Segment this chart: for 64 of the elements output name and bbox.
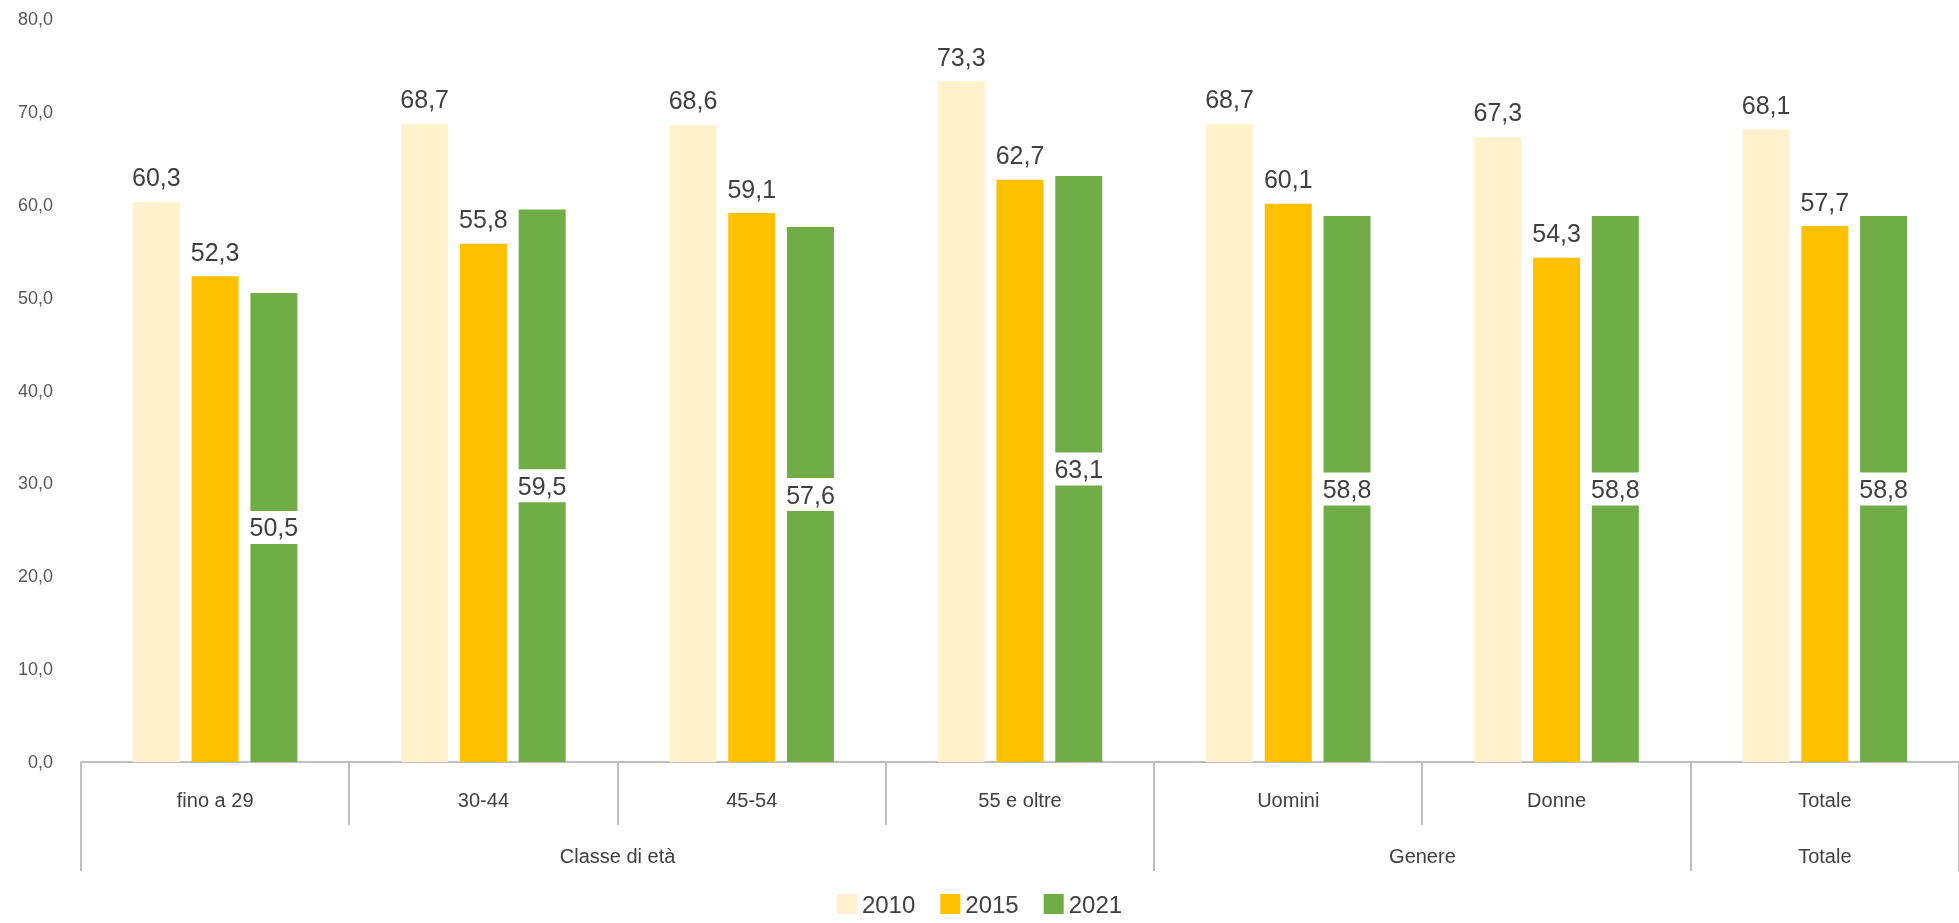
data-label: 67,3 [1473, 98, 1523, 127]
bar [937, 81, 985, 762]
data-label: 57,6 [786, 480, 835, 509]
bar [191, 276, 239, 762]
bar [786, 227, 834, 762]
y-tick-label: 70,0 [17, 101, 53, 122]
y-tick-label: 40,0 [17, 380, 53, 401]
legend-label: 2021 [1068, 890, 1123, 918]
data-label: 68,1 [1741, 91, 1791, 120]
data-label: 58,8 [1859, 474, 1908, 503]
legend-label: 2010 [861, 890, 916, 918]
x-tick-label: 55 e oltre [978, 789, 1062, 811]
data-label: 60,1 [1263, 165, 1313, 194]
data-label: 50,5 [249, 513, 299, 542]
bar [1206, 123, 1254, 762]
bar [401, 123, 449, 762]
bar [996, 179, 1044, 762]
bar [1055, 175, 1103, 762]
data-label: 63,1 [1054, 454, 1104, 483]
data-label: 68,7 [1205, 85, 1254, 114]
x-tick-label: Donne [1527, 789, 1587, 811]
data-label: 62,7 [995, 141, 1045, 170]
x-tick-label: fino a 29 [176, 789, 254, 811]
data-label: 58,8 [1322, 474, 1372, 503]
data-label: 55,8 [459, 205, 508, 234]
x-tick-label: 30-44 [457, 789, 510, 811]
bar [1474, 136, 1522, 762]
y-tick-label: 80,0 [17, 9, 53, 29]
data-label: 68,7 [400, 85, 450, 114]
bar [1801, 226, 1849, 762]
text: Genere [1389, 845, 1456, 867]
bar [518, 209, 566, 762]
data-label: 58,8 [1590, 474, 1640, 503]
data-label: 73,3 [936, 42, 986, 71]
y-tick-label: 10,0 [17, 659, 53, 680]
bar [728, 213, 776, 762]
bar [1323, 215, 1371, 762]
bar [1533, 257, 1581, 762]
bar [1742, 129, 1790, 762]
bar [132, 201, 180, 762]
y-tick-label: 20,0 [17, 566, 53, 587]
bar [250, 292, 298, 762]
legend-label: 2015 [965, 890, 1019, 918]
data-label: 54,3 [1532, 219, 1581, 248]
x-tick-label: Totale [1798, 789, 1852, 811]
data-label: 57,7 [1800, 187, 1850, 216]
data-label: 68,6 [668, 86, 718, 115]
data-label: 59,5 [517, 471, 567, 500]
text: Classe di età [559, 845, 677, 867]
y-tick-label: 30,0 [17, 473, 53, 494]
bar [669, 124, 717, 762]
data-label: 59,1 [727, 174, 777, 203]
bar [1264, 203, 1312, 762]
x-tick-label: Uomini [1257, 789, 1320, 811]
x-tick-label: 45-54 [726, 789, 778, 811]
data-label: 60,3 [132, 163, 181, 192]
y-tick-label: 50,0 [17, 287, 53, 308]
y-tick-label: 0,0 [27, 752, 53, 772]
data-label: 52,3 [190, 237, 240, 266]
text: Totale [1798, 845, 1852, 867]
y-tick-label: 60,0 [17, 194, 53, 215]
bar [1860, 215, 1908, 762]
bar [459, 243, 507, 762]
bar [1591, 215, 1639, 762]
